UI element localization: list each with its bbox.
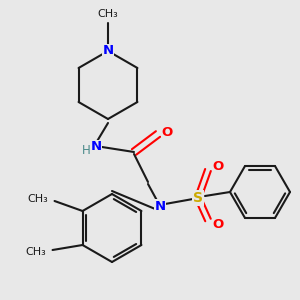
Text: CH₃: CH₃ (98, 9, 118, 19)
Text: O: O (212, 218, 224, 232)
Text: N: N (154, 200, 166, 212)
Text: N: N (102, 44, 114, 58)
Text: N: N (90, 140, 102, 154)
Text: O: O (161, 125, 172, 139)
Text: O: O (212, 160, 224, 172)
Text: CH₃: CH₃ (26, 247, 46, 257)
Text: H: H (82, 145, 90, 158)
Text: CH₃: CH₃ (28, 194, 49, 204)
Text: S: S (193, 191, 203, 205)
